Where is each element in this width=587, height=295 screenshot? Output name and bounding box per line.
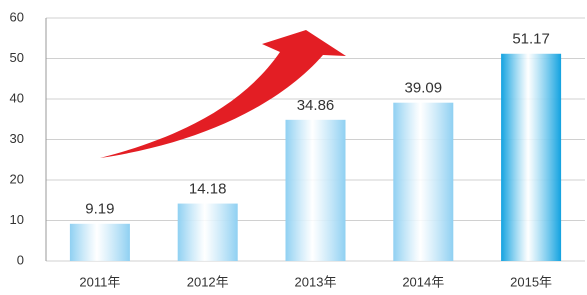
- bar: [501, 54, 561, 261]
- x-tick-label: 2013年: [295, 274, 337, 289]
- y-tick-label: 50: [10, 50, 24, 65]
- y-tick-label: 30: [10, 131, 24, 146]
- y-tick-label: 60: [10, 9, 24, 24]
- x-tick-label: 2015年: [510, 274, 552, 289]
- x-tick-label: 2014年: [402, 274, 444, 289]
- y-tick-label: 40: [10, 90, 24, 105]
- value-label: 9.19: [85, 201, 114, 218]
- bar: [286, 120, 346, 261]
- bar: [70, 224, 130, 261]
- value-label: 14.18: [189, 181, 227, 198]
- x-tick-label: 2011年: [79, 274, 120, 289]
- value-label: 39.09: [405, 80, 443, 97]
- y-tick-label: 20: [10, 171, 24, 186]
- chart: 0 10 20 30 40 50 60 2011年 9.19 2012年 14.18 2013年 34.…: [0, 0, 587, 295]
- y-tick-label: 0: [17, 252, 24, 267]
- bar: [393, 103, 453, 261]
- x-tick-label: 2012年: [187, 274, 229, 289]
- value-label: 51.17: [512, 31, 550, 48]
- bar: [178, 204, 238, 261]
- y-tick-label: 10: [10, 212, 24, 227]
- value-label: 34.86: [297, 97, 335, 114]
